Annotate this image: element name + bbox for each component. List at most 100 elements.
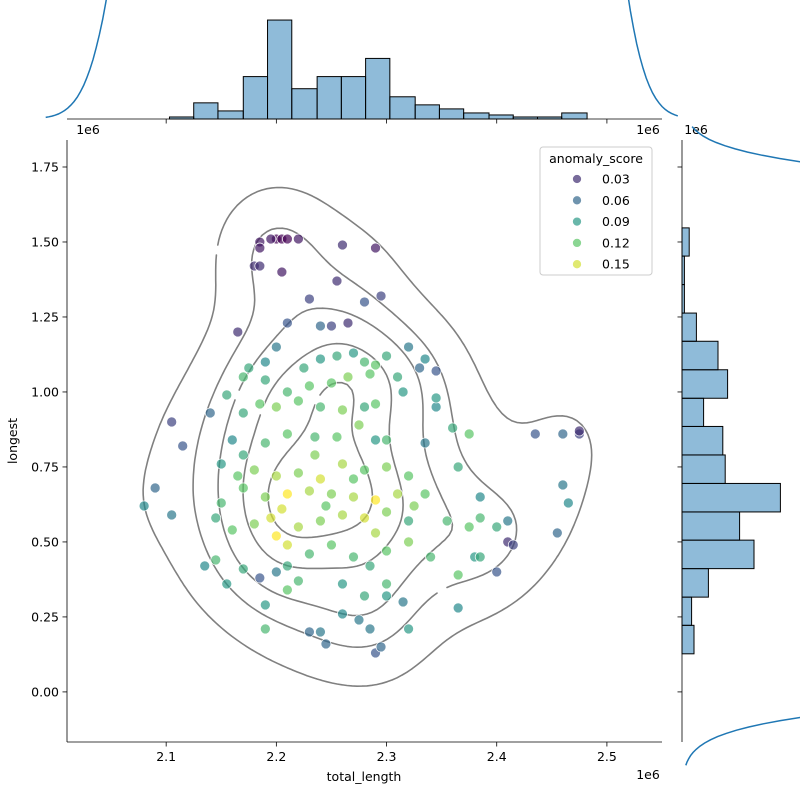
scatter-point bbox=[259, 374, 271, 386]
scatter-point bbox=[282, 584, 293, 596]
histogram-bar bbox=[681, 539, 755, 570]
x-tick-label: 2.4 bbox=[487, 749, 507, 764]
scatter-point bbox=[320, 500, 332, 512]
histogram-bar bbox=[217, 110, 244, 120]
scatter-point bbox=[359, 296, 370, 308]
scatter-point bbox=[502, 515, 514, 527]
histogram-bar bbox=[267, 19, 293, 120]
scatter-point bbox=[370, 527, 381, 539]
histogram-bar bbox=[681, 425, 724, 456]
histogram-bar bbox=[561, 112, 588, 120]
offset-text: 1e6 bbox=[76, 122, 100, 137]
scatter-point bbox=[353, 419, 365, 431]
histogram-bar bbox=[193, 102, 219, 120]
scatter-point bbox=[370, 434, 381, 446]
scatter-point bbox=[419, 353, 431, 365]
scatter-point bbox=[474, 551, 486, 563]
legend-marker bbox=[572, 174, 582, 184]
scatter-point bbox=[370, 494, 381, 506]
scatter-point bbox=[293, 521, 304, 533]
scatter-point bbox=[425, 551, 436, 563]
scatter-point bbox=[304, 380, 315, 392]
scatter-point bbox=[282, 233, 293, 245]
scatter-point bbox=[414, 362, 425, 374]
offset-text: 1e6 bbox=[684, 122, 708, 137]
scatter-point bbox=[403, 623, 414, 635]
scatter-point bbox=[326, 539, 337, 551]
histogram-bar bbox=[512, 116, 538, 120]
scatter-point bbox=[248, 464, 260, 476]
scatter-point bbox=[359, 464, 370, 476]
scatter-point bbox=[210, 512, 222, 524]
scatter-point bbox=[529, 428, 541, 440]
legend-title: anomaly_score bbox=[549, 151, 643, 166]
x-tick-label: 2.1 bbox=[156, 749, 176, 764]
scatter-point bbox=[337, 458, 348, 470]
legend-label: 0.12 bbox=[602, 235, 630, 250]
scatter-point bbox=[254, 572, 266, 584]
scatter-point bbox=[348, 473, 359, 485]
scatter-point bbox=[551, 527, 563, 539]
scatter-point bbox=[359, 356, 370, 368]
scatter-point bbox=[282, 428, 293, 440]
x-tick-label: 2.2 bbox=[266, 749, 286, 764]
legend-label: 0.06 bbox=[602, 193, 630, 208]
histogram-bar bbox=[316, 76, 342, 120]
scatter-point bbox=[259, 356, 271, 368]
scatter-point bbox=[397, 386, 409, 398]
scatter-point bbox=[237, 563, 249, 575]
scatter-point bbox=[215, 497, 227, 509]
scatter-point bbox=[293, 233, 304, 245]
histogram-bar bbox=[681, 312, 697, 342]
scatter-point bbox=[315, 401, 326, 413]
scatter-point bbox=[331, 350, 343, 362]
scatter-point bbox=[562, 497, 574, 509]
scatter-point bbox=[403, 341, 414, 353]
legend-label: 0.09 bbox=[602, 214, 630, 229]
scatter-point bbox=[215, 458, 227, 470]
scatter-point bbox=[304, 293, 315, 305]
histogram-bar bbox=[681, 482, 781, 513]
scatter-point bbox=[293, 575, 304, 587]
y-tick-label: 0.75 bbox=[31, 459, 59, 474]
scatter-point bbox=[348, 491, 359, 503]
scatter-point bbox=[408, 500, 420, 512]
histogram-bar bbox=[168, 116, 195, 120]
histogram-bar bbox=[681, 284, 685, 314]
scatter-point bbox=[403, 470, 414, 482]
legend-box bbox=[539, 146, 653, 276]
y-tick-label: 1.75 bbox=[31, 159, 59, 174]
scatter-point bbox=[430, 392, 442, 404]
scatter-point bbox=[337, 578, 348, 590]
scatter-point bbox=[381, 506, 392, 518]
scatter-point bbox=[557, 479, 569, 491]
scatter-point bbox=[342, 317, 354, 329]
histogram-bar bbox=[681, 369, 729, 399]
histogram-bar bbox=[365, 57, 391, 120]
scatter-point bbox=[259, 437, 271, 449]
x-axis-label: total_length bbox=[327, 769, 402, 784]
scatter-point bbox=[282, 560, 293, 572]
legend-marker bbox=[572, 259, 582, 270]
scatter-point bbox=[491, 566, 503, 578]
scatter-point bbox=[315, 353, 326, 365]
scatter-point bbox=[441, 515, 453, 527]
scatter-point bbox=[392, 488, 403, 500]
scatter-point bbox=[320, 638, 332, 650]
scatter-point bbox=[474, 512, 486, 524]
scatter-point bbox=[474, 491, 486, 503]
scatter-point bbox=[177, 440, 189, 452]
scatter-point bbox=[282, 488, 293, 500]
scatter-point bbox=[248, 518, 260, 530]
scatter-point bbox=[298, 362, 310, 374]
scatter-point bbox=[392, 371, 403, 383]
scatter-point bbox=[304, 485, 315, 497]
offset-text: 1e6 bbox=[636, 767, 660, 782]
scatter-point bbox=[237, 371, 249, 383]
scatter-point bbox=[237, 407, 249, 419]
scatter-point bbox=[265, 512, 277, 524]
scatter-point bbox=[232, 326, 244, 338]
histogram-bar bbox=[340, 76, 367, 120]
histogram-bar bbox=[681, 340, 719, 371]
